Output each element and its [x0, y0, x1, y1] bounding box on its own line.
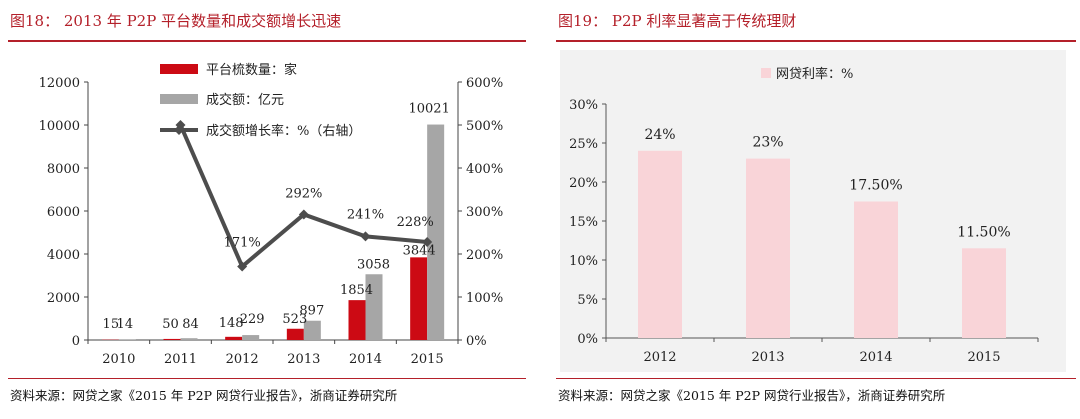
title-rule	[556, 40, 1076, 42]
legend-label-rate: 网贷利率：%	[776, 66, 853, 82]
y-tick-label: 0%	[577, 332, 598, 347]
left-tick-label: 10000	[39, 119, 80, 134]
legend-marker-growth	[174, 125, 184, 135]
x-tick-label: 2013	[751, 350, 784, 365]
data-label-platforms: 15	[103, 317, 120, 332]
bar-volume	[180, 338, 198, 340]
left-tick-label: 0	[72, 334, 80, 349]
y-tick-label: 30%	[569, 98, 598, 113]
growth-rate-marker	[298, 209, 309, 220]
data-label-rate: 11.50%	[957, 224, 1010, 240]
bar-platforms	[348, 300, 366, 340]
figure-18-source: 资料来源：网贷之家《2015 年 P2P 网贷行业报告》，浙商证券研究所	[10, 388, 398, 403]
figure-18-title: 图18： 2013 年 P2P 平台数量和成交额增长迅速	[10, 12, 342, 30]
bar-rate	[746, 158, 790, 338]
right-tick-label: 500%	[466, 119, 503, 134]
bar-rate	[854, 201, 898, 338]
right-tick-label: 600%	[466, 76, 503, 91]
x-tick-label: 2010	[102, 352, 135, 367]
data-label-rate: 17.50%	[849, 178, 902, 194]
x-tick-label: 2015	[967, 350, 1000, 365]
x-tick-label: 2012	[226, 352, 259, 367]
x-tick-label: 2014	[859, 350, 892, 365]
figure-19-panel: 图19： P2P 利率显著高于传统理财 0% 5% 10% 15% 20% 25% 30% 2…	[548, 0, 1080, 419]
bar-volume	[427, 124, 445, 341]
data-label-growth: 228%	[397, 215, 434, 230]
data-label-platforms: 50	[162, 317, 179, 332]
chart-19: 0% 5% 10% 15% 20% 25% 30% 2012 24% 2013 23% 2014 17.…	[569, 66, 1039, 365]
y-tick-label: 10%	[569, 254, 598, 269]
data-label-platforms: 1854	[340, 283, 373, 298]
data-label-volume: 3058	[357, 257, 390, 272]
legend-label-growth: 成交额增长率：%（右轴）	[206, 123, 361, 139]
y-tick-label: 25%	[569, 137, 598, 152]
right-tick-label: 300%	[466, 205, 503, 220]
figure-19-source: 资料来源：网贷之家《2015 年 P2P 网贷行业报告》，浙商证券研究所	[558, 388, 946, 403]
figure-18-panel: 图18： 2013 年 P2P 平台数量和成交额增长迅速 0 2000 4000 60…	[0, 0, 530, 419]
source-rule	[8, 378, 526, 379]
title-rule	[8, 40, 526, 42]
legend-label-volume: 成交额：亿元	[206, 92, 284, 108]
left-tick-label: 6000	[47, 205, 80, 220]
growth-rate-marker	[360, 231, 371, 242]
data-label-volume: 14	[117, 317, 134, 332]
growth-rate-marker	[422, 236, 433, 247]
bar-platforms	[286, 328, 304, 340]
source-rule	[556, 378, 1076, 379]
growth-rate-marker	[237, 261, 248, 272]
legend-swatch-volume	[160, 94, 198, 104]
x-tick-label: 2012	[643, 350, 676, 365]
data-label-platforms: 3844	[403, 243, 436, 258]
left-tick-label: 2000	[47, 291, 80, 306]
legend-label-platforms: 平台梳数量：家	[206, 62, 297, 78]
x-tick-label: 2015	[411, 352, 444, 367]
data-label-volume: 229	[240, 312, 265, 327]
y-tick-label: 20%	[569, 176, 598, 191]
bar-volume	[242, 335, 260, 340]
right-tick-label: 200%	[466, 248, 503, 263]
data-label-platforms: 148	[219, 316, 244, 331]
legend-swatch-platforms	[160, 64, 198, 74]
bar-platforms	[410, 257, 428, 340]
data-label-rate: 24%	[644, 127, 675, 143]
right-tick-label: 400%	[466, 162, 503, 177]
data-label-growth: 292%	[285, 186, 322, 201]
left-tick-label: 12000	[39, 76, 80, 91]
legend-swatch-rate	[761, 68, 771, 78]
data-label-platforms: 523	[282, 312, 307, 327]
x-tick-label: 2014	[349, 352, 382, 367]
bar-platforms	[163, 338, 181, 340]
left-tick-label: 8000	[47, 162, 80, 177]
bar-rate	[962, 248, 1006, 338]
y-tick-label: 15%	[569, 215, 598, 230]
bar-volume	[365, 274, 383, 340]
data-label-volume: 10021	[408, 102, 449, 117]
data-label-growth: 171%	[224, 235, 261, 250]
data-label-volume: 84	[182, 317, 199, 332]
data-label-growth: 241%	[347, 207, 384, 222]
left-tick-label: 4000	[47, 248, 80, 263]
x-tick-label: 2013	[287, 352, 320, 367]
bar-platforms	[225, 336, 243, 340]
right-tick-label: 0%	[466, 334, 487, 349]
right-tick-label: 100%	[466, 291, 503, 306]
y-tick-label: 5%	[577, 293, 598, 308]
chart-18: 0 2000 4000 6000 8000 10000 12000 0% 100% 200% 300…	[39, 62, 504, 367]
x-tick-label: 2011	[164, 352, 197, 367]
bar-volume	[303, 320, 321, 340]
bar-rate	[638, 150, 682, 338]
data-label-rate: 23%	[752, 135, 783, 151]
figure-19-title: 图19： P2P 利率显著高于传统理财	[558, 12, 797, 30]
data-label-volume: 897	[299, 304, 324, 319]
